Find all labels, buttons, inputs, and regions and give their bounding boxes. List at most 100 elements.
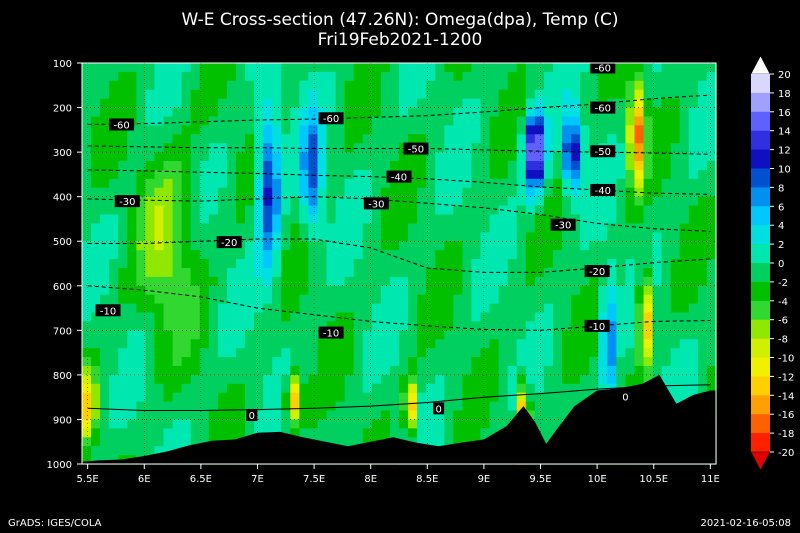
omega-cell bbox=[100, 374, 110, 385]
omega-cell bbox=[435, 223, 445, 233]
omega-cell bbox=[607, 196, 617, 207]
omega-cell bbox=[127, 330, 137, 340]
omega-cell bbox=[362, 205, 373, 216]
omega-cell bbox=[634, 303, 645, 314]
omega-cell bbox=[344, 348, 355, 358]
omega-cell bbox=[688, 80, 699, 91]
omega-cell bbox=[516, 250, 527, 260]
omega-cell bbox=[489, 312, 500, 323]
omega-cell bbox=[362, 250, 373, 260]
omega-cell bbox=[643, 63, 654, 73]
omega-cell bbox=[353, 267, 364, 278]
omega-cell bbox=[489, 116, 500, 126]
omega-cell bbox=[163, 294, 174, 305]
contour-label-box bbox=[109, 118, 135, 131]
omega-cell bbox=[643, 161, 654, 171]
omega-cell bbox=[652, 98, 663, 109]
omega-cell bbox=[226, 223, 237, 233]
omega-cell bbox=[272, 80, 282, 91]
omega-cell bbox=[380, 187, 391, 198]
omega-cell bbox=[272, 241, 282, 251]
omega-cell bbox=[245, 71, 255, 82]
omega-cell bbox=[706, 125, 717, 135]
omega-cell bbox=[453, 152, 463, 162]
omega-cell bbox=[688, 107, 699, 118]
omega-cell bbox=[272, 365, 282, 376]
omega-cell bbox=[136, 125, 146, 135]
omega-cell bbox=[290, 143, 300, 153]
omega-cell bbox=[507, 303, 518, 314]
contour-label-box bbox=[619, 390, 631, 403]
omega-cell bbox=[571, 125, 581, 135]
omega-cell bbox=[498, 169, 509, 180]
omega-cell bbox=[417, 223, 427, 233]
omega-cell bbox=[661, 116, 672, 126]
omega-cell bbox=[389, 392, 400, 403]
contour-label: 0 bbox=[622, 392, 628, 403]
omega-cell bbox=[199, 437, 210, 447]
omega-cell bbox=[552, 178, 563, 189]
omega-cell bbox=[408, 321, 418, 331]
omega-cell bbox=[426, 169, 436, 180]
omega-cell bbox=[498, 134, 509, 144]
omega-cell bbox=[444, 285, 454, 296]
omega-cell bbox=[326, 365, 337, 376]
omega-cell bbox=[118, 205, 128, 216]
omega-cell bbox=[562, 107, 572, 118]
omega-cell bbox=[109, 401, 119, 412]
omega-cell bbox=[435, 98, 445, 109]
omega-cell bbox=[82, 365, 92, 376]
omega-cell bbox=[399, 223, 409, 233]
omega-cell bbox=[136, 446, 146, 456]
omega-cell bbox=[154, 125, 165, 135]
omega-cell bbox=[607, 232, 617, 242]
omega-cell bbox=[208, 419, 219, 429]
omega-cell bbox=[344, 267, 355, 278]
temperature-contour bbox=[87, 384, 711, 411]
omega-cell bbox=[534, 232, 545, 242]
omega-cell bbox=[571, 232, 581, 242]
omega-cell bbox=[543, 330, 554, 340]
omega-cell bbox=[91, 365, 101, 376]
omega-cell bbox=[589, 223, 599, 233]
omega-cell bbox=[598, 348, 608, 358]
omega-cell bbox=[172, 437, 183, 447]
omega-cell bbox=[444, 428, 454, 438]
omega-cell bbox=[145, 196, 156, 207]
omega-cell bbox=[235, 196, 246, 207]
omega-cell bbox=[100, 339, 110, 349]
omega-cell bbox=[697, 276, 708, 287]
omega-cell bbox=[462, 98, 473, 109]
omega-cell bbox=[263, 214, 273, 224]
omega-cell bbox=[190, 241, 201, 251]
omega-cell bbox=[543, 267, 554, 278]
omega-cell bbox=[154, 312, 165, 323]
omega-cell bbox=[507, 348, 518, 358]
footer-right: 2021-02-16-05:08 bbox=[700, 518, 791, 529]
omega-cell bbox=[399, 428, 409, 438]
omega-cell bbox=[245, 116, 255, 126]
omega-cell bbox=[444, 161, 454, 171]
omega-cell bbox=[507, 410, 518, 421]
omega-cell bbox=[181, 392, 192, 403]
omega-cell bbox=[589, 285, 599, 296]
omega-cell bbox=[426, 294, 436, 305]
omega-cell bbox=[625, 71, 636, 82]
omega-cell bbox=[254, 125, 264, 135]
omega-cell bbox=[652, 134, 663, 144]
omega-cell bbox=[154, 339, 165, 349]
omega-cell bbox=[453, 392, 463, 403]
omega-cell bbox=[534, 169, 545, 180]
omega-cell bbox=[254, 401, 264, 412]
y-tick-label: 900 bbox=[53, 415, 72, 426]
omega-cell bbox=[344, 374, 355, 385]
omega-cell bbox=[245, 152, 255, 162]
omega-cell bbox=[589, 80, 599, 91]
omega-cell bbox=[190, 169, 201, 180]
omega-cell bbox=[598, 116, 608, 126]
omega-cell bbox=[91, 455, 101, 465]
omega-cell bbox=[525, 107, 536, 118]
omega-cell bbox=[706, 259, 717, 269]
omega-cell bbox=[118, 285, 128, 296]
omega-cell bbox=[562, 276, 572, 287]
